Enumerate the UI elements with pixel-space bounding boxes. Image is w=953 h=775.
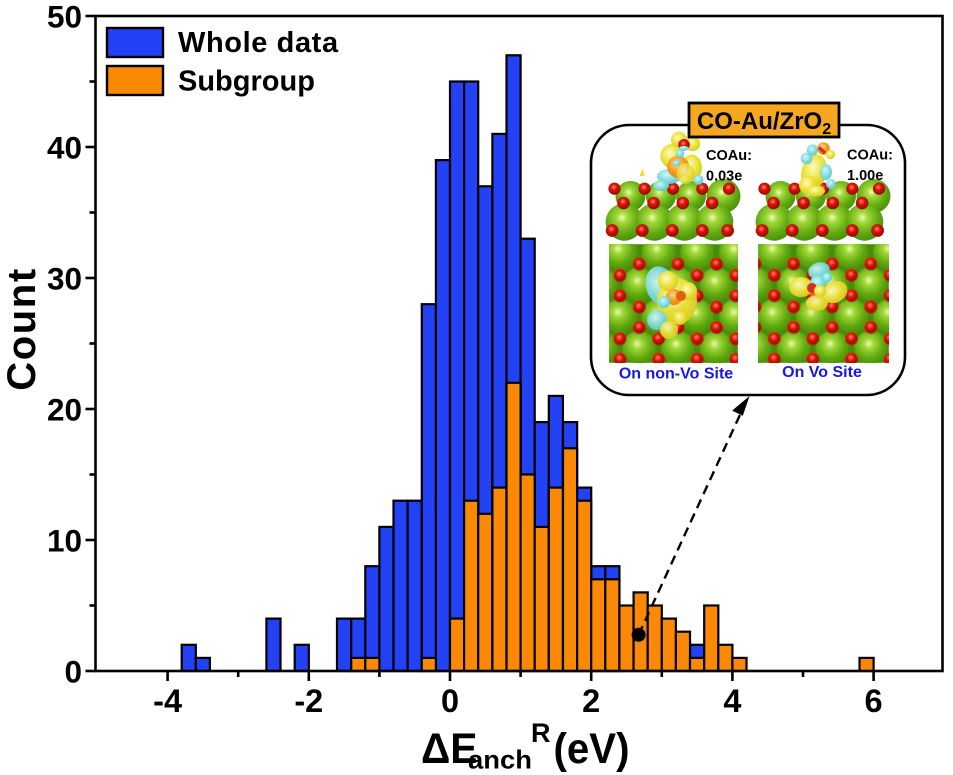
svg-text:anch: anch xyxy=(468,745,532,775)
svg-text:1.00e: 1.00e xyxy=(847,168,883,184)
svg-text:(eV): (eV) xyxy=(554,725,630,773)
svg-text:Count: Count xyxy=(0,267,44,391)
svg-text:10: 10 xyxy=(47,522,82,558)
svg-text:ΔE: ΔE xyxy=(421,725,478,773)
svg-text:COAu:: COAu: xyxy=(847,148,893,164)
svg-text:Whole data: Whole data xyxy=(178,27,339,59)
svg-text:On Vo Site: On Vo Site xyxy=(782,364,862,381)
svg-text:CO-Au/ZrO2: CO-Au/ZrO2 xyxy=(697,108,831,138)
svg-text:2: 2 xyxy=(582,683,600,719)
svg-text:4: 4 xyxy=(723,683,741,719)
svg-text:30: 30 xyxy=(47,260,82,296)
svg-text:0.03e: 0.03e xyxy=(706,169,742,185)
svg-text:R: R xyxy=(531,718,551,748)
svg-text:Subgroup: Subgroup xyxy=(178,66,315,98)
svg-text:-4: -4 xyxy=(153,683,182,719)
svg-text:40: 40 xyxy=(47,129,82,165)
svg-text:COAu:: COAu: xyxy=(706,148,752,164)
svg-text:-2: -2 xyxy=(294,683,323,719)
svg-text:6: 6 xyxy=(865,683,883,719)
svg-text:0: 0 xyxy=(64,653,82,689)
svg-text:On non-Vo Site: On non-Vo Site xyxy=(619,366,733,383)
svg-text:20: 20 xyxy=(47,391,82,427)
svg-text:0: 0 xyxy=(441,683,459,719)
svg-text:50: 50 xyxy=(47,0,82,34)
